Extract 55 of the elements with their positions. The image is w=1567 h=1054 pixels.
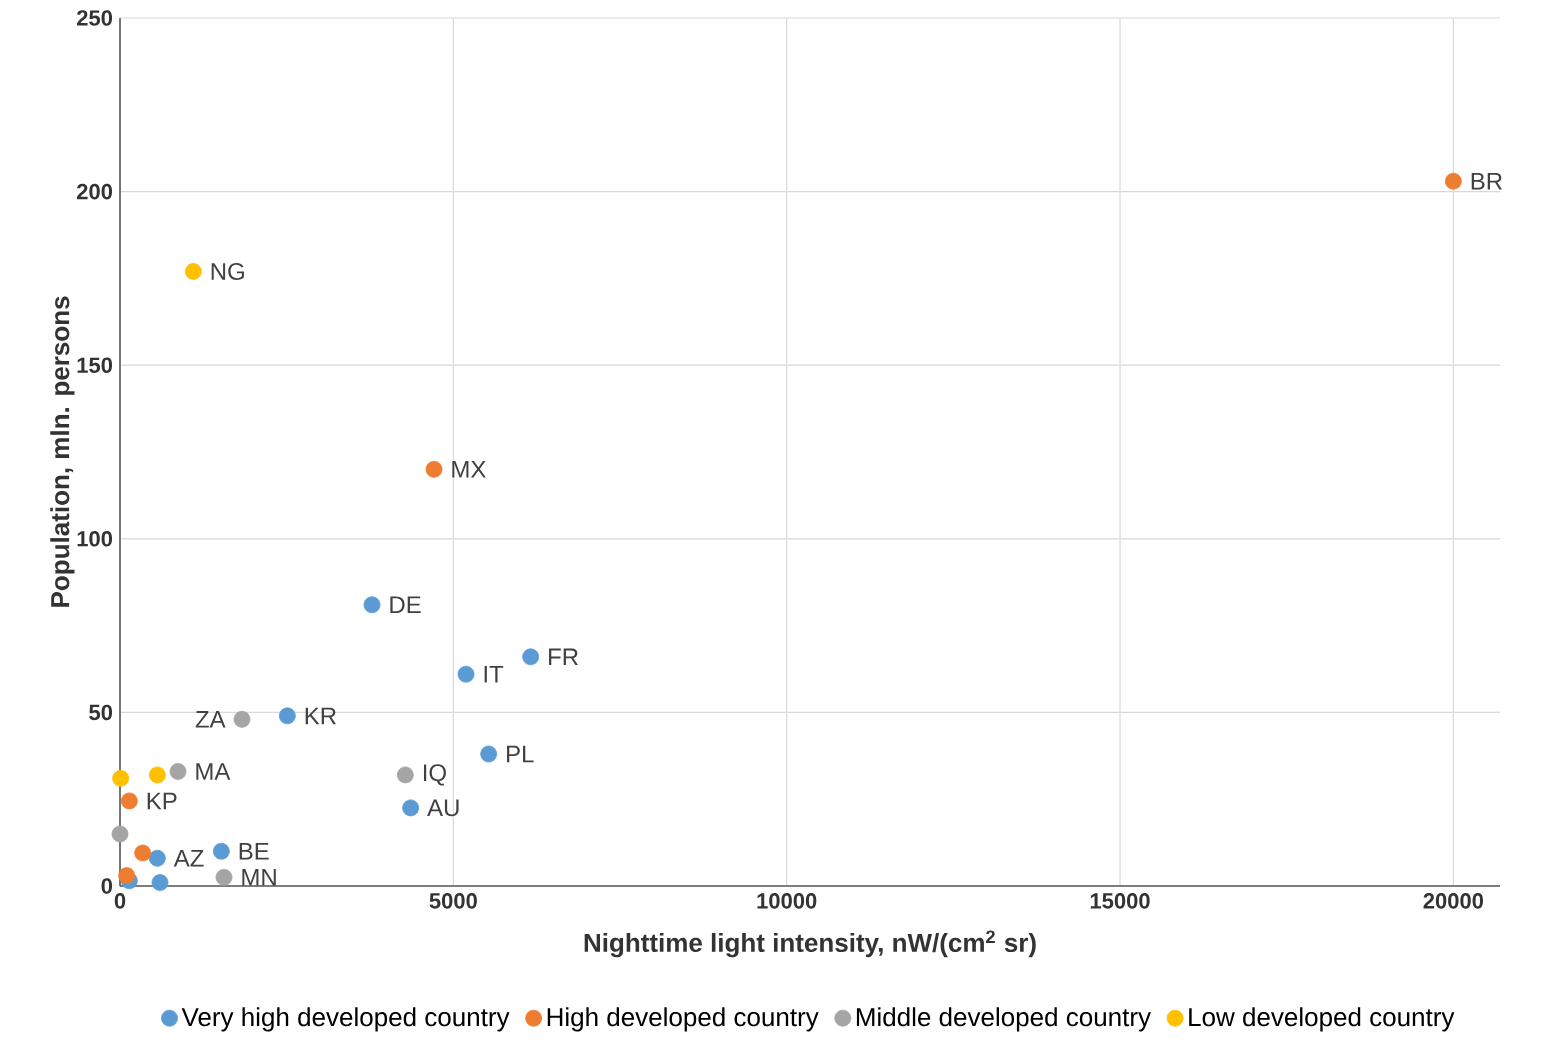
- point: [148, 849, 166, 867]
- x-tick-label: 15000: [1090, 893, 1150, 909]
- y-tick-label: 0: [101, 878, 113, 894]
- y-tick-label: 50: [89, 704, 113, 721]
- point: [425, 460, 443, 478]
- point: [212, 842, 230, 860]
- point: [457, 665, 475, 683]
- y-tick-label: 150: [77, 357, 113, 373]
- point: [120, 792, 138, 810]
- point: [134, 844, 152, 862]
- annotation: NG: [211, 262, 244, 280]
- annotation: IT: [484, 665, 504, 683]
- x-tick-label: 0: [114, 893, 126, 909]
- legend-label: Low developed country: [1189, 1007, 1455, 1032]
- point: [112, 769, 130, 787]
- annotation: KP: [147, 792, 177, 810]
- point: [278, 707, 296, 725]
- point: [233, 710, 251, 728]
- legend-label: Middle developed country: [856, 1007, 1151, 1032]
- point: [396, 766, 414, 784]
- point: [363, 596, 381, 614]
- point: [169, 763, 187, 780]
- legend-label: Very high developed country: [181, 1007, 510, 1032]
- point: [215, 868, 233, 886]
- annotation: BR: [1471, 172, 1502, 190]
- point: [480, 745, 498, 763]
- point: [148, 766, 166, 784]
- annotation: AU: [427, 799, 459, 817]
- point: [111, 825, 129, 843]
- legend-label: High developed country: [547, 1007, 819, 1032]
- point: [151, 874, 169, 891]
- annotation: PL: [507, 745, 534, 763]
- x-axis-title: Nighttime light intensity, nW/(cm$^{2}$ sr): [584, 930, 1036, 958]
- annotation: MX: [452, 461, 486, 478]
- y-tick-label: 250: [76, 10, 113, 26]
- point: [522, 648, 540, 666]
- y-axis-title: Population, mln. persons: [50, 296, 75, 607]
- point: [1444, 172, 1462, 190]
- y-tick-label: 200: [76, 183, 113, 200]
- annotation: ZA: [195, 711, 226, 728]
- annotation: IQ: [423, 764, 446, 786]
- point: [184, 263, 202, 280]
- point: [118, 867, 136, 884]
- annotation: KR: [305, 707, 336, 725]
- x-tick-label: 20000: [1423, 893, 1484, 909]
- annotation: AZ: [173, 849, 204, 867]
- annotation: DE: [390, 596, 421, 614]
- annotation: FR: [549, 648, 578, 666]
- annotation: MN: [242, 869, 276, 886]
- annotation: BE: [239, 843, 269, 860]
- y-tick-label: 100: [77, 531, 113, 547]
- annotation: MA: [196, 763, 231, 780]
- point: [402, 799, 420, 817]
- x-tick-label: 10000: [757, 893, 817, 909]
- x-tick-label: 5000: [429, 893, 477, 909]
